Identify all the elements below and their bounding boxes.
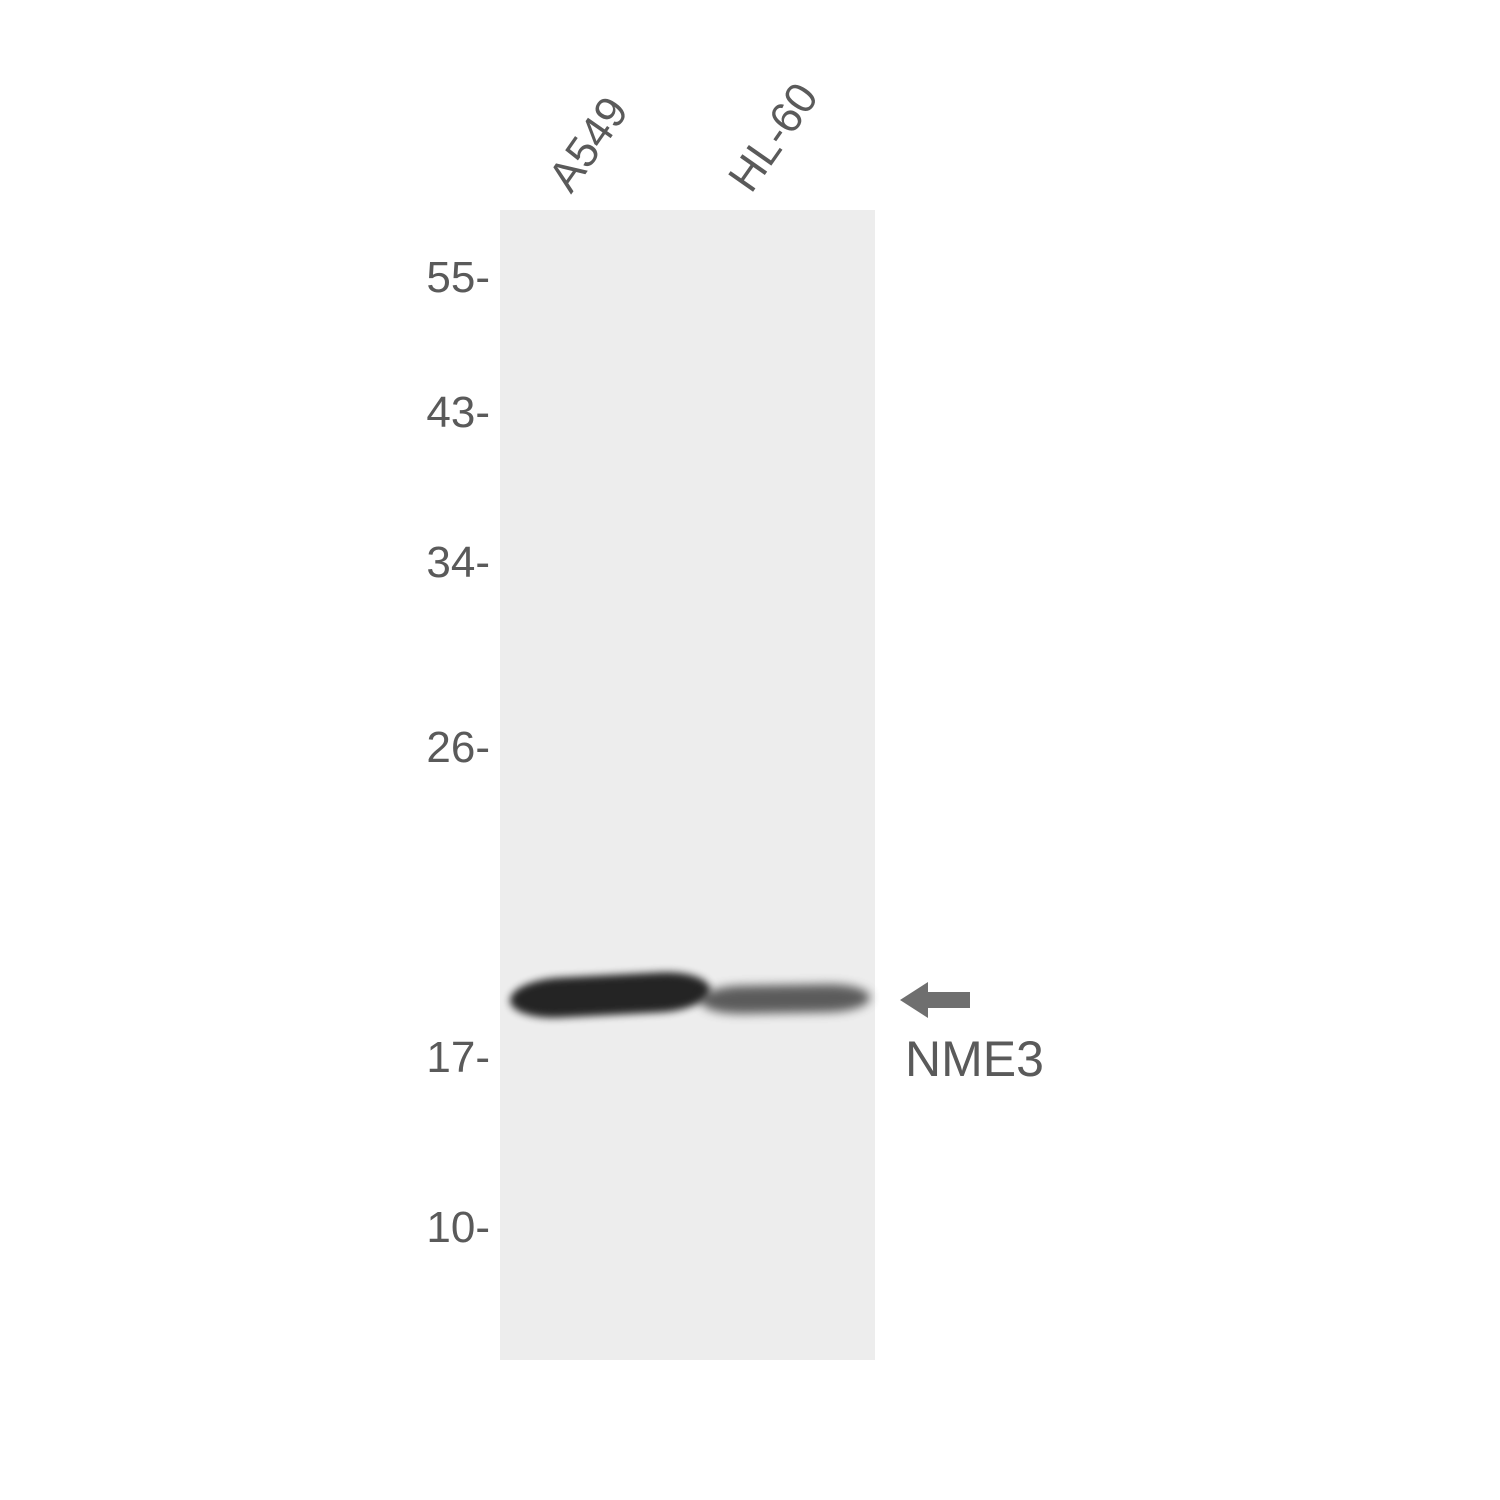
band-lane-0 xyxy=(510,970,710,1020)
mw-marker-10: 10- xyxy=(370,1203,490,1253)
target-protein-label: NME3 xyxy=(905,1030,1044,1088)
mw-marker-17: 17- xyxy=(370,1033,490,1083)
target-arrow-icon xyxy=(900,980,970,1020)
mw-marker-26: 26- xyxy=(370,723,490,773)
western-blot-figure: 55-43-34-26-17-10- A549HL-60 NME3 xyxy=(0,0,1500,1500)
band-lane-1 xyxy=(700,984,870,1015)
mw-marker-34: 34- xyxy=(370,538,490,588)
mw-marker-43: 43- xyxy=(370,388,490,438)
mw-marker-55: 55- xyxy=(370,253,490,303)
bands-layer xyxy=(0,0,1500,1500)
